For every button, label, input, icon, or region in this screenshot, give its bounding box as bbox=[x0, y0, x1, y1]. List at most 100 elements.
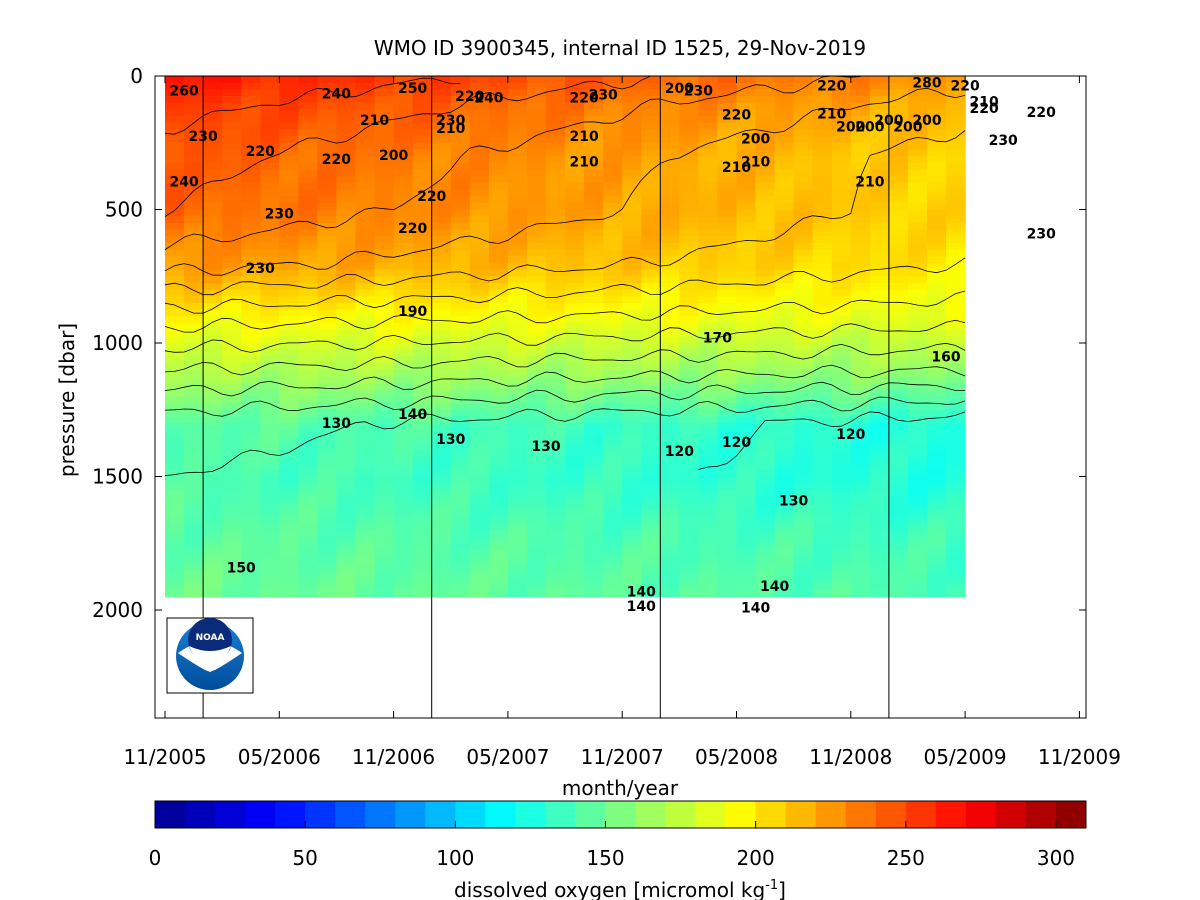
field-cell bbox=[222, 262, 242, 271]
field-cell bbox=[507, 102, 528, 110]
field-cell bbox=[946, 216, 966, 224]
field-cell bbox=[679, 409, 699, 418]
field-cell bbox=[774, 496, 795, 504]
field-cell bbox=[488, 136, 509, 144]
field-cell bbox=[184, 523, 204, 531]
field-cell bbox=[641, 403, 661, 411]
field-cell bbox=[222, 349, 242, 357]
field-cell bbox=[355, 529, 376, 538]
field-cell bbox=[184, 543, 204, 551]
field-cell bbox=[260, 256, 280, 264]
contour-label: 160 bbox=[931, 349, 960, 365]
field-cell bbox=[927, 463, 947, 471]
field-cell bbox=[641, 576, 661, 584]
field-cell bbox=[679, 282, 699, 291]
field-cell bbox=[241, 236, 261, 244]
field-cell bbox=[355, 563, 376, 571]
field-cell bbox=[793, 536, 814, 544]
field-cell bbox=[298, 336, 318, 344]
field-cell bbox=[355, 463, 376, 471]
field-cell bbox=[755, 503, 776, 511]
field-cell bbox=[527, 109, 547, 117]
field-cell bbox=[812, 269, 833, 277]
field-cell bbox=[869, 269, 890, 277]
field-cell bbox=[507, 489, 528, 498]
field-cell bbox=[374, 590, 395, 598]
field-cell bbox=[927, 242, 947, 251]
field-cell bbox=[698, 396, 718, 404]
chart-title: WMO ID 3900345, internal ID 1525, 29-Nov… bbox=[374, 36, 866, 60]
field-cell bbox=[641, 169, 661, 177]
field-cell bbox=[412, 309, 433, 317]
field-cell bbox=[774, 463, 795, 471]
field-cell bbox=[622, 323, 642, 331]
field-cell bbox=[507, 296, 528, 304]
field-cell bbox=[888, 176, 909, 184]
field-cell bbox=[184, 423, 204, 431]
field-cell bbox=[393, 169, 414, 177]
field-cell bbox=[222, 209, 242, 217]
field-cell bbox=[603, 449, 623, 458]
field-cell bbox=[355, 576, 376, 584]
field-cell bbox=[450, 349, 471, 357]
field-cell bbox=[507, 222, 528, 231]
field-cell bbox=[165, 556, 185, 564]
field-cell bbox=[679, 563, 699, 571]
field-cell bbox=[698, 376, 718, 384]
field-cell bbox=[812, 369, 833, 377]
field-cell bbox=[317, 216, 338, 224]
field-cell bbox=[165, 516, 185, 524]
field-cell bbox=[584, 162, 604, 171]
field-cell bbox=[203, 282, 223, 291]
field-cell bbox=[946, 323, 966, 331]
field-cell bbox=[927, 443, 947, 451]
field-cell bbox=[888, 583, 909, 591]
field-cell bbox=[184, 469, 204, 478]
contour-180 bbox=[164, 319, 966, 353]
field-cell bbox=[736, 222, 757, 231]
field-cell bbox=[755, 489, 776, 498]
field-cell bbox=[412, 570, 433, 578]
field-cell bbox=[850, 209, 871, 217]
contour-label: 210 bbox=[722, 160, 751, 176]
field-cell bbox=[393, 543, 414, 551]
field-cell bbox=[641, 262, 661, 271]
field-cell bbox=[260, 583, 280, 591]
field-cell bbox=[507, 116, 528, 124]
field-cell bbox=[507, 496, 528, 504]
field-cell bbox=[850, 496, 871, 504]
field-cell bbox=[279, 136, 299, 144]
field-cell bbox=[698, 570, 718, 578]
field-cell bbox=[679, 396, 699, 404]
field-cell bbox=[450, 276, 471, 284]
field-cell bbox=[831, 516, 852, 524]
field-cell bbox=[412, 169, 433, 177]
field-cell bbox=[850, 489, 871, 498]
field-cell bbox=[393, 296, 414, 304]
field-cell bbox=[641, 242, 661, 251]
field-cell bbox=[869, 576, 890, 584]
field-cell bbox=[317, 276, 338, 284]
field-cell bbox=[412, 503, 433, 511]
field-cell bbox=[584, 176, 604, 184]
field-cell bbox=[546, 496, 566, 504]
field-cell bbox=[298, 343, 318, 351]
field-cell bbox=[850, 529, 871, 538]
field-cell bbox=[869, 563, 890, 571]
field-cell bbox=[431, 202, 452, 211]
field-cell bbox=[260, 142, 280, 151]
field-cell bbox=[317, 496, 338, 504]
field-cell bbox=[546, 456, 566, 464]
field-cell bbox=[565, 122, 585, 130]
field-cell bbox=[927, 509, 947, 518]
field-cell bbox=[698, 516, 718, 524]
field-cell bbox=[279, 483, 299, 491]
field-cell bbox=[907, 96, 928, 104]
field-cell bbox=[260, 376, 280, 384]
field-cell bbox=[488, 269, 509, 277]
field-cell bbox=[698, 403, 718, 411]
field-cell bbox=[850, 503, 871, 511]
field-cell bbox=[374, 176, 395, 184]
field-cell bbox=[165, 142, 185, 151]
field-cell bbox=[203, 76, 223, 84]
